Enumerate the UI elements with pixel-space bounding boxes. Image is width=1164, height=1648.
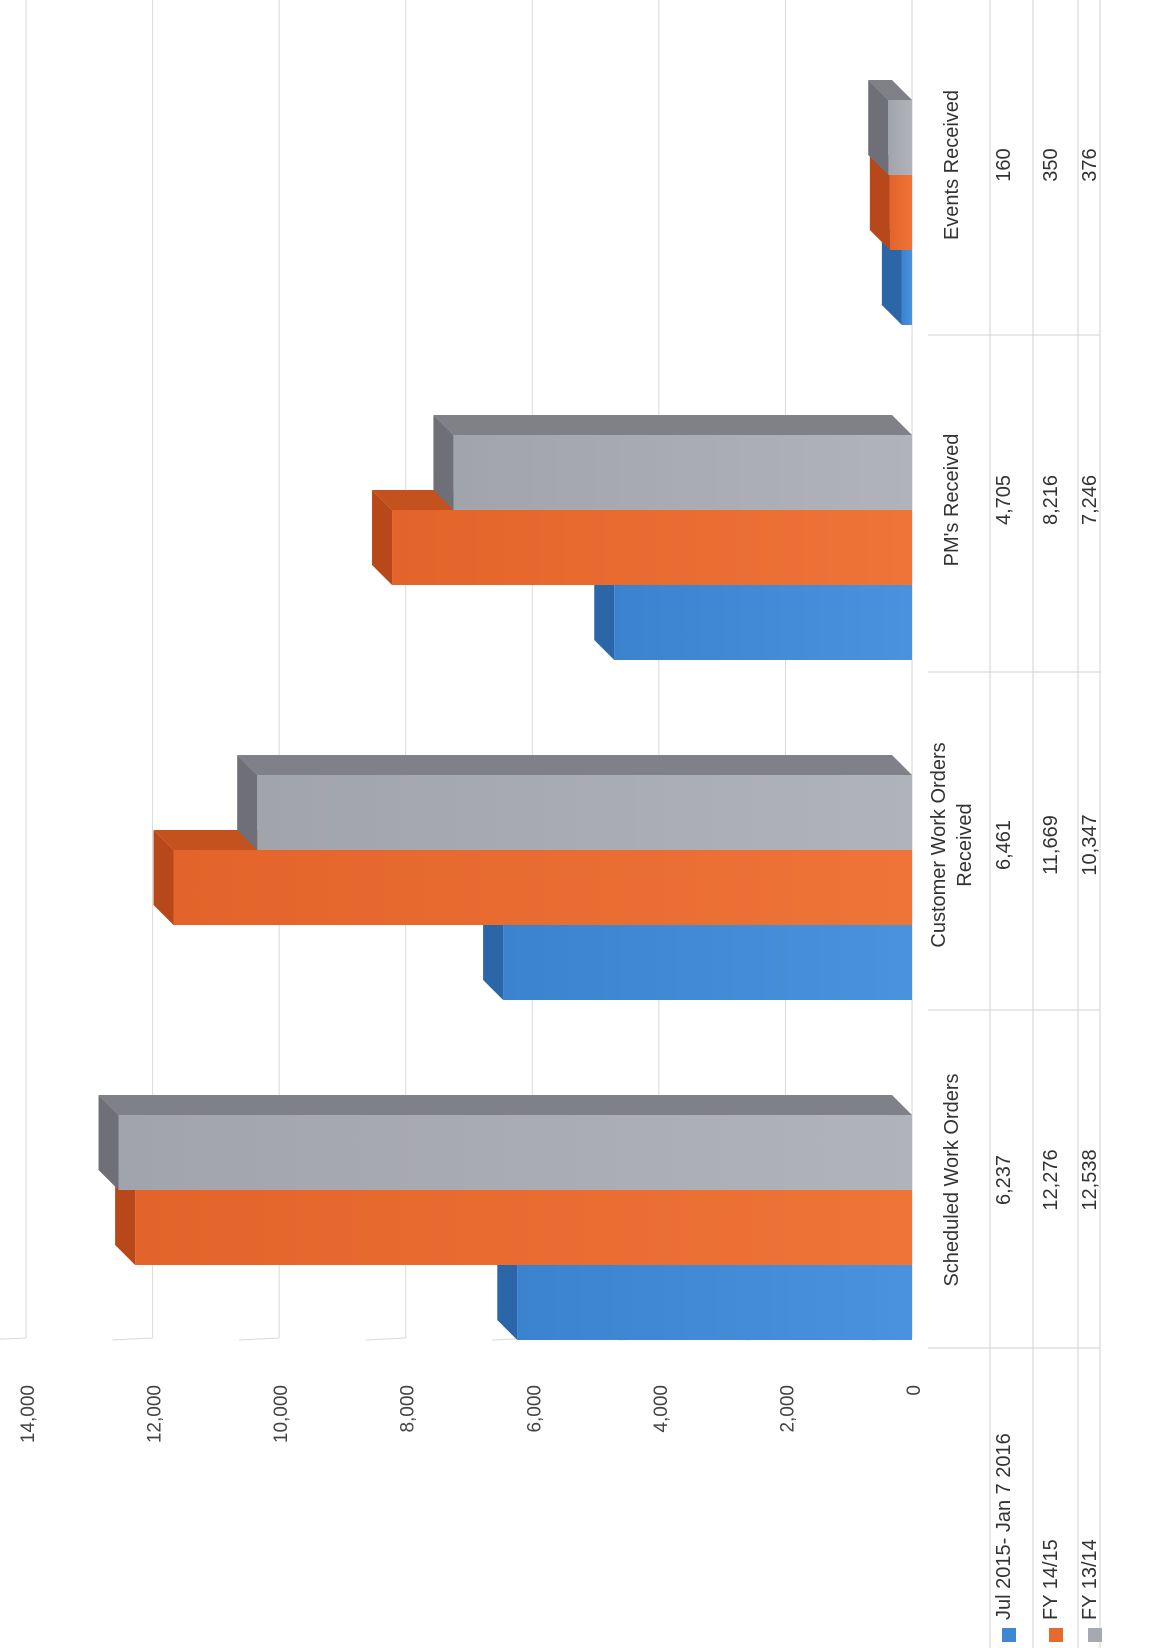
bar [257, 775, 912, 850]
bar [503, 925, 912, 1000]
data-table: Scheduled Work Orders 6,237 12,276 12,538 Cu… [928, 0, 1102, 1648]
category-label: Customer Work Orders [928, 742, 950, 947]
bar-cap [237, 755, 258, 850]
category-label: PM's Received [941, 434, 963, 567]
data-label: 12,276 [1040, 1149, 1062, 1210]
bar-side [237, 755, 912, 775]
bar-cap [98, 1095, 119, 1190]
bar [392, 510, 913, 585]
data-label: 4,705 [993, 475, 1015, 525]
bar [173, 850, 913, 925]
y-tick-label: 6,000 [524, 1385, 545, 1433]
y-tick-label: 14,000 [18, 1385, 39, 1443]
gridline-depth [365, 1337, 406, 1341]
bar [889, 175, 912, 250]
data-label: 6,237 [993, 1155, 1015, 1205]
category-label: Received [954, 803, 976, 886]
bar [901, 250, 912, 325]
bar [888, 100, 912, 175]
legend-label: Jul 2015- Jan 7 2016 [993, 1433, 1015, 1620]
legend-swatch [1049, 1628, 1063, 1642]
bar-cap [372, 490, 393, 585]
bar [517, 1265, 912, 1340]
y-tick-label: 4,000 [651, 1385, 672, 1433]
bar-cap [483, 905, 504, 1000]
bars [98, 80, 913, 1340]
data-label: 8,216 [1040, 475, 1062, 525]
data-label: 376 [1079, 148, 1101, 181]
bar-side [868, 80, 912, 100]
data-label: 10,347 [1079, 814, 1101, 875]
bar-side [433, 415, 912, 435]
value-axis: 0 2,000 4,000 6,000 8,000 10,000 12,000 14,000 [18, 1385, 925, 1443]
data-label: 7,246 [1079, 475, 1101, 525]
category-label: Events Received [941, 90, 963, 240]
y-tick-label: 2,000 [777, 1385, 798, 1433]
bar-side [98, 1095, 913, 1115]
legend-label: FY 13/14 [1079, 1539, 1101, 1620]
bar [614, 585, 912, 660]
bar-cap [497, 1245, 518, 1340]
data-label: 350 [1040, 148, 1062, 181]
bar [453, 435, 912, 510]
legend-swatch [1002, 1628, 1016, 1642]
gridline-depth [0, 1337, 27, 1340]
category-label: Scheduled Work Orders [941, 1073, 963, 1286]
bar-cap [115, 1170, 136, 1265]
bar-cap [869, 155, 890, 250]
data-label: 6,461 [993, 820, 1015, 870]
bar-cap [868, 80, 889, 175]
data-label: 160 [993, 148, 1015, 181]
bar-cap [433, 415, 454, 510]
gridline-depth [239, 1337, 280, 1341]
bar-cap [153, 830, 174, 925]
y-tick-label: 0 [904, 1385, 925, 1396]
bar-cap [881, 230, 902, 325]
data-label: 11,669 [1040, 815, 1062, 875]
legend-swatch [1088, 1628, 1102, 1642]
data-label: 12,538 [1079, 1149, 1101, 1210]
legend-label: FY 14/15 [1040, 1539, 1062, 1620]
y-tick-label: 8,000 [398, 1385, 419, 1433]
y-tick-label: 12,000 [145, 1385, 166, 1443]
y-tick-label: 10,000 [271, 1385, 292, 1443]
bar-cap [594, 565, 615, 660]
gridline-depth [112, 1337, 153, 1341]
bar [135, 1190, 913, 1265]
bar [118, 1115, 913, 1190]
